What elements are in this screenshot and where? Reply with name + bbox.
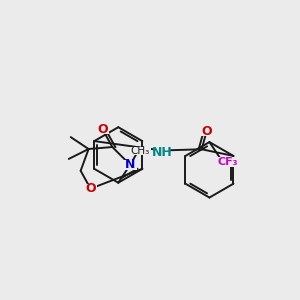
Text: N: N [125,158,135,171]
Text: NH: NH [152,146,172,159]
FancyBboxPatch shape [84,184,98,194]
Text: CH₃: CH₃ [130,146,150,156]
FancyBboxPatch shape [129,146,151,155]
Text: O: O [201,125,212,138]
FancyBboxPatch shape [95,124,110,134]
Text: CF₃: CF₃ [217,157,238,167]
Text: O: O [85,182,96,195]
FancyBboxPatch shape [155,148,169,158]
FancyBboxPatch shape [123,160,137,170]
FancyBboxPatch shape [214,157,240,167]
FancyBboxPatch shape [200,127,214,136]
Text: O: O [97,123,108,136]
